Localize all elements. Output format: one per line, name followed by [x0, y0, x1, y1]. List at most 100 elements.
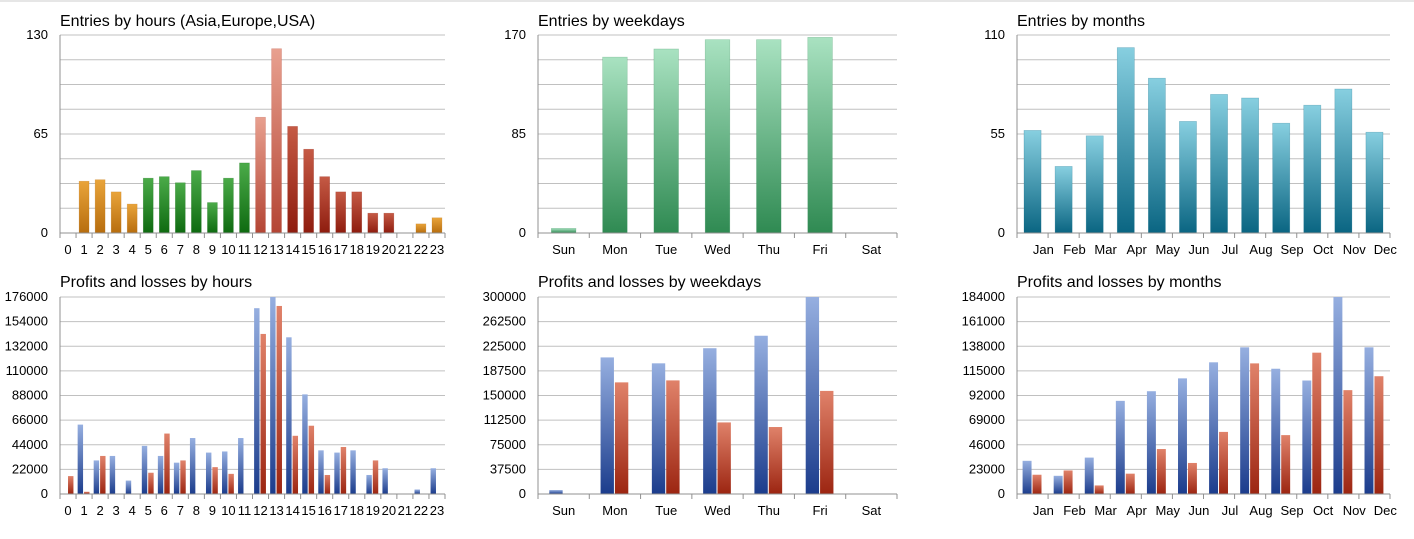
x-tick-label: 7	[177, 242, 184, 257]
x-tick-label: Aug	[1249, 503, 1272, 518]
bar-Aug-red	[1250, 363, 1260, 494]
x-tick-label: Tue	[655, 503, 677, 518]
chart-title: Entries by months	[1017, 13, 1145, 30]
bar-7-blue	[173, 462, 180, 494]
x-tick-label: 4	[129, 503, 136, 518]
bar-23-blue	[430, 468, 436, 494]
x-tick-label: 1	[80, 503, 87, 518]
bar-Mar-red	[1094, 485, 1104, 494]
bar-Fri-red	[820, 390, 834, 494]
bar-3-blue	[109, 455, 116, 494]
bar-Thu-red	[768, 427, 783, 494]
bar-9-blue	[205, 452, 212, 494]
bar-2-red	[100, 455, 106, 494]
x-tick-label: 9	[209, 503, 216, 518]
x-tick-label: Feb	[1063, 242, 1085, 257]
bar-17-red	[340, 446, 347, 494]
bar-22-blue	[414, 489, 420, 494]
bar-1-blue	[77, 424, 84, 494]
bar-Apr-red	[1125, 473, 1135, 494]
bar-13	[271, 48, 282, 234]
x-tick-label: 20	[382, 242, 396, 257]
x-tick-label: Nov	[1343, 242, 1367, 257]
x-tick-label: 6	[161, 242, 168, 257]
x-tick-label: Jul	[1222, 503, 1239, 518]
bar-Oct-blue	[1302, 380, 1312, 494]
y-tick-label: 187500	[483, 363, 526, 378]
bar-Dec	[1365, 131, 1384, 234]
bar-Sep-red	[1281, 435, 1291, 494]
bar-Jan	[1023, 130, 1042, 234]
entries-weekdays-chart: Entries by weekdays 0 85 170 Sun Mon Tue Wed Thu…	[504, 13, 898, 257]
bar-19-blue	[366, 474, 372, 494]
x-tick-label: Sun	[552, 503, 575, 518]
bar-5-red	[148, 472, 154, 494]
x-tick-label: 14	[285, 503, 299, 518]
x-tick-label: 6	[161, 503, 168, 518]
bar-Fri-blue	[805, 297, 820, 494]
x-tick-label: 12	[253, 503, 267, 518]
bar-Jan-blue	[1022, 460, 1032, 494]
x-tick-label: 14	[285, 242, 299, 257]
y-tick-label: 92000	[969, 388, 1005, 403]
x-tick-label: 21	[398, 503, 412, 518]
bar-Dec-red	[1374, 376, 1384, 494]
bar-Mar-blue	[1084, 457, 1094, 494]
bar-Wed-red	[717, 422, 731, 494]
y-tick-label: 0	[998, 225, 1005, 240]
bar-Aug	[1241, 97, 1259, 234]
x-tick-label: 16	[317, 503, 331, 518]
bar-Jun	[1179, 121, 1197, 234]
bar-Mon	[602, 56, 628, 234]
x-tick-label: 22	[414, 503, 428, 518]
bar-Jun-blue	[1178, 378, 1187, 494]
bar-15-blue	[302, 394, 308, 494]
x-tick-label: Jan	[1033, 503, 1054, 518]
x-tick-label: Dec	[1374, 242, 1398, 257]
bar-2	[94, 179, 106, 234]
y-tick-label: 150000	[483, 388, 526, 403]
x-tick-label: 0	[64, 242, 71, 257]
bar-14-red	[292, 435, 299, 494]
y-tick-label: 37500	[490, 461, 526, 476]
bar-13-red	[276, 305, 282, 494]
x-tick-label: Nov	[1343, 503, 1367, 518]
bar-Sep	[1272, 122, 1291, 234]
x-tick-label: Oct	[1313, 503, 1334, 518]
x-tick-label: Wed	[704, 242, 731, 257]
bar-Apr-blue	[1115, 400, 1125, 494]
x-tick-label: Sep	[1281, 503, 1304, 518]
chart-title: Profits and losses by hours	[60, 274, 252, 291]
x-tick-label: Apr	[1127, 503, 1148, 518]
bar-Wed	[704, 39, 731, 234]
y-tick-label: 170	[504, 27, 526, 42]
x-tick-label: 17	[333, 503, 347, 518]
bar-Mon-red	[614, 382, 629, 494]
x-tick-label: 19	[366, 503, 380, 518]
x-tick-label: 2	[96, 503, 103, 518]
bar-Nov-red	[1343, 390, 1353, 494]
y-tick-label: 23000	[969, 461, 1005, 476]
x-tick-label: 1	[80, 242, 87, 257]
y-tick-label: 154000	[5, 314, 48, 329]
bar-Mon-blue	[600, 357, 614, 494]
bar-4-blue	[125, 480, 132, 494]
x-tick-label: Dec	[1374, 503, 1398, 518]
bar-Thu	[756, 39, 782, 234]
bar-Tue-blue	[651, 363, 666, 494]
bar-9-red	[212, 467, 218, 494]
y-tick-label: 66000	[12, 412, 48, 427]
x-tick-label: 9	[209, 242, 216, 257]
y-tick-label: 0	[41, 486, 48, 501]
bar-10-red	[228, 473, 234, 494]
chart-title: Profits and losses by months	[1017, 274, 1222, 291]
y-tick-label: 55	[991, 126, 1005, 141]
bar-4	[126, 203, 138, 234]
x-tick-label: Fri	[812, 242, 827, 257]
bar-May	[1148, 77, 1166, 234]
bar-18	[351, 191, 363, 234]
x-tick-label: 15	[301, 242, 315, 257]
x-tick-label: Sat	[862, 503, 882, 518]
